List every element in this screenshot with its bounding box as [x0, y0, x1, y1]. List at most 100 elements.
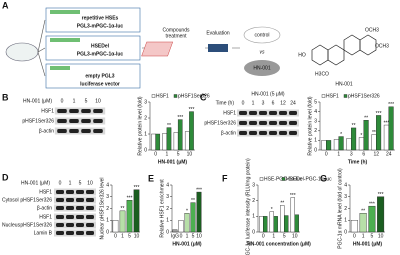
construct-label: repetitive HSEs — [82, 15, 119, 21]
lane-label: 1 — [73, 98, 76, 104]
y-tick-label: 3 — [144, 99, 147, 105]
blot-band — [66, 206, 74, 210]
bar — [184, 212, 190, 233]
x-tick-label: 5 — [192, 233, 195, 239]
y-tick-label: 3 — [252, 182, 255, 188]
blot-band — [69, 129, 79, 133]
blot-band — [269, 131, 277, 135]
blot-band — [93, 119, 103, 123]
blot-band — [259, 121, 267, 125]
step-label: Evaluation — [206, 30, 230, 36]
legend-swatch — [321, 94, 326, 98]
blot-band — [239, 131, 247, 135]
blot-condition: HN-001 (μM) — [21, 180, 50, 186]
significance: ** — [280, 201, 284, 207]
bar — [112, 220, 119, 233]
blot-band — [86, 231, 94, 235]
structure-group: OCH3 — [365, 27, 379, 33]
fraction-label: Cytosol — [2, 197, 19, 203]
y-tick-label: 4 — [344, 182, 347, 188]
y-tick-label: 1 — [252, 214, 255, 220]
y-axis-label: PGC-1α luciferase intensity (RLU/mg prot… — [245, 158, 251, 255]
blot-treatment: HN-001 (5 μM) — [251, 91, 284, 97]
blot-band — [76, 190, 84, 194]
blot-band — [259, 111, 267, 115]
bar — [321, 140, 327, 151]
construct-genes — [50, 10, 80, 70]
legend-label: pHSF1Ser326 — [348, 93, 380, 99]
blot-band — [259, 131, 267, 135]
cell-dish — [5, 42, 39, 62]
blot-band — [81, 109, 91, 113]
y-tick-label: 3 — [344, 194, 347, 200]
y-axis-label: Nuclear pHSF1Ser326 level — [99, 178, 105, 240]
x-tick-label: 0 — [180, 233, 183, 239]
blot-strip — [237, 119, 299, 127]
bar — [166, 127, 172, 151]
blot-band — [81, 119, 91, 123]
bar — [273, 216, 278, 233]
compound-oval — [244, 60, 280, 76]
x-tick-label: 10 — [292, 233, 298, 239]
y-tick-label: 2 — [344, 206, 347, 212]
blot-row-label: pHSF1Ser326 — [20, 197, 52, 203]
y-tick-label: 4 — [314, 109, 317, 115]
x-tick-label: 5 — [177, 151, 180, 157]
blot-row-label: β-actin — [37, 205, 52, 211]
significance: *** — [290, 193, 296, 199]
bar — [359, 212, 367, 233]
y-tick-label: 1 — [144, 131, 147, 137]
structure — [311, 34, 377, 66]
y-tick-label: 3 — [314, 119, 317, 125]
significance: *** — [383, 120, 389, 126]
panel-label: A — [2, 0, 9, 10]
construct-label: PGL3-mPGC-1α-luc — [77, 23, 124, 29]
y-tick-label: 2 — [166, 206, 169, 212]
blot-band — [249, 111, 257, 115]
blot-band — [76, 223, 84, 227]
legend-swatch — [173, 94, 178, 98]
x-tick-label: 5 — [370, 233, 373, 239]
blot-band — [279, 111, 287, 115]
legend-swatch — [259, 177, 264, 181]
lane-label: 10 — [87, 180, 93, 186]
blot-band — [86, 215, 94, 219]
blot-band — [66, 215, 74, 219]
x-tick-label: 0 — [325, 151, 328, 157]
bar — [333, 139, 339, 151]
blot-band — [56, 215, 64, 219]
x-tick-label: 5 — [128, 233, 131, 239]
x-tick-label: 10 — [196, 233, 202, 239]
bar — [363, 120, 369, 151]
y-axis-label: PGC-1α mRNA level (fold of control) — [337, 168, 343, 249]
x-tick-label: 0 — [353, 233, 356, 239]
structure-group: H3CO — [315, 71, 329, 77]
y-tick-label: 0 — [166, 229, 169, 235]
lane-label: 3 — [262, 100, 265, 106]
legend-label: HSF1 — [156, 93, 169, 99]
lane-label: 1 — [69, 180, 72, 186]
bar — [294, 214, 299, 233]
y-axis-label: Relative HSF1 enrichment — [159, 179, 165, 238]
construct-label: PGL3-mPGC-1α-luc — [77, 51, 124, 57]
significance: ** — [352, 123, 356, 129]
x-tick-label: 12 — [373, 151, 379, 157]
blot-band — [57, 109, 67, 113]
blot-band — [76, 231, 84, 235]
bar — [133, 189, 140, 233]
blot-band — [86, 198, 94, 202]
significance: ** — [361, 209, 365, 215]
lane-label: 24 — [290, 100, 296, 106]
blot-condition: HN-001 (μM) — [23, 98, 52, 104]
structure-group: OCH3 — [375, 43, 389, 49]
bar — [126, 200, 133, 233]
blot-band — [69, 119, 79, 123]
y-tick-label: 0 — [344, 229, 347, 235]
bar — [172, 229, 178, 233]
construct-label: luciferase vector — [80, 81, 120, 87]
bar — [280, 205, 285, 233]
significance: * — [360, 133, 362, 139]
x-tick-label: 1 — [165, 151, 168, 157]
legend-swatch — [343, 94, 348, 98]
